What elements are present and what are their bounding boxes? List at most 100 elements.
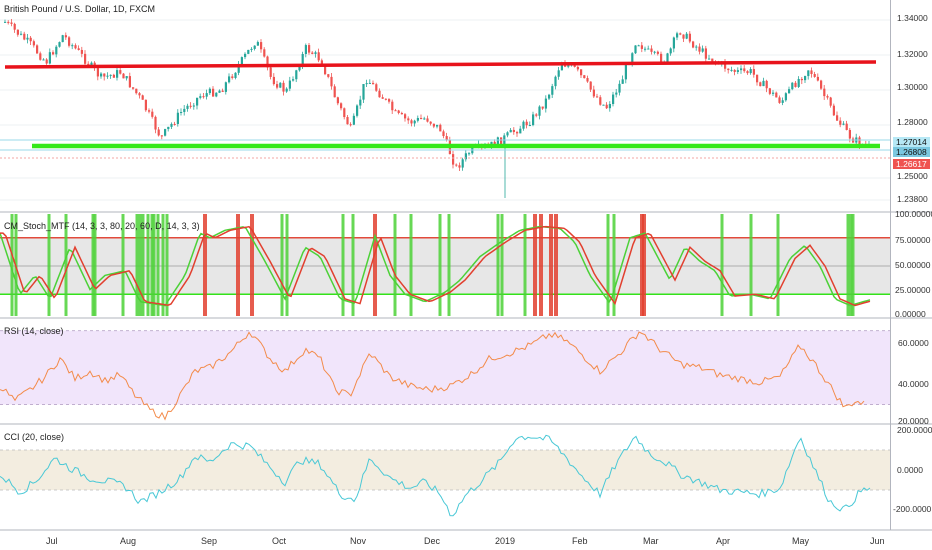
stoch-oversold-marker (152, 214, 156, 316)
time-axis-label: Aug (120, 536, 137, 546)
stoch-oversold-marker (606, 214, 610, 316)
candle-body (426, 118, 429, 122)
candle-body (432, 123, 435, 127)
candle-body (247, 49, 250, 54)
candle-body (103, 73, 106, 77)
candle-body (378, 90, 381, 98)
stoch-oversold-marker (135, 214, 139, 316)
candle-body (410, 120, 413, 124)
candle-body (660, 53, 663, 62)
candle-body (154, 116, 157, 130)
stoch-tick: 25.00000 (895, 285, 931, 295)
candle-body (679, 33, 682, 35)
stoch-oversold-marker (447, 214, 451, 316)
candle-body (269, 67, 272, 77)
candle-body (100, 73, 103, 77)
candle-body (26, 37, 29, 40)
candle-body (128, 76, 131, 88)
stoch-oversold-marker (438, 214, 442, 316)
stoch-oversold-marker (146, 214, 150, 316)
candle-body (244, 53, 247, 58)
stoch-overbought-marker (549, 214, 553, 316)
candle-body (631, 53, 634, 64)
stoch-oversold-marker (749, 214, 753, 316)
time-axis-label: Jul (46, 536, 58, 546)
stoch-oversold-marker (409, 214, 413, 316)
candle-body (320, 60, 323, 66)
candle-body (256, 42, 259, 46)
main-pane-title: British Pound / U.S. Dollar, 1D, FXCM (4, 4, 156, 14)
candle-body (10, 22, 13, 24)
candle-body (445, 136, 448, 140)
candle-body (368, 82, 371, 84)
stoch-overbought-marker (554, 214, 558, 316)
stoch-oversold-marker (612, 214, 616, 316)
time-axis-label: Nov (350, 536, 367, 546)
candle-body (263, 49, 266, 57)
candle-body (752, 69, 755, 75)
candle-body (538, 106, 541, 116)
candle-body (541, 106, 544, 109)
candle-body (551, 86, 554, 95)
candle-body (647, 48, 650, 50)
candle-body (576, 66, 579, 70)
candle-body (612, 94, 615, 105)
candle-body (496, 137, 499, 147)
candle-body (90, 62, 93, 66)
candle-body (314, 52, 317, 54)
candle-body (682, 34, 685, 39)
candle-body (746, 71, 749, 74)
candle-body (730, 69, 733, 71)
candle-body (599, 97, 602, 105)
candle-body (820, 80, 823, 89)
stoch-oversold-marker (720, 214, 724, 316)
candle-body (506, 132, 509, 136)
stoch-oversold-marker (141, 214, 145, 316)
candle-body (592, 89, 595, 97)
cci-tick: 200.0000 (897, 425, 932, 435)
candle-body (602, 104, 605, 106)
candle-body (468, 153, 471, 155)
candle-body (832, 105, 835, 116)
candle-body (221, 90, 224, 92)
candle-body (167, 126, 170, 130)
cci-tick: 0.0000 (897, 465, 923, 475)
candle-body (666, 53, 669, 62)
cci-tick: -200.0000 (893, 504, 932, 514)
candle-body (640, 45, 643, 49)
stoch-oversold-marker (161, 214, 165, 316)
stoch-oversold-marker (47, 214, 51, 316)
cci-line (0, 434, 871, 517)
candle-body (343, 108, 346, 118)
candle-body (42, 59, 45, 61)
stoch-oversold-marker (849, 214, 853, 316)
candle-body (39, 53, 42, 60)
stoch-pane-title: CM_Stoch_MTF (14, 3, 3, 80, 20, 60, D, 1… (4, 221, 200, 231)
stoch-oversold-marker (351, 214, 355, 316)
candle-body (724, 62, 727, 69)
candle-body (839, 120, 842, 125)
candle-body (711, 58, 714, 62)
candle-body (404, 114, 407, 119)
candle-body (759, 82, 762, 87)
candle-body (279, 82, 282, 88)
candle-body (644, 48, 647, 50)
candle-body (525, 121, 528, 126)
candle-body (362, 84, 365, 100)
candle-body (308, 45, 311, 53)
candle-body (762, 80, 765, 87)
candle-body (829, 97, 832, 106)
candle-body (807, 70, 810, 77)
candle-body (391, 101, 394, 111)
candle-body (183, 108, 186, 112)
cci-band (0, 450, 890, 490)
candle-body (87, 63, 90, 66)
candle-body (685, 33, 688, 39)
candle-body (157, 129, 160, 136)
candle-body (148, 110, 151, 112)
time-axis-label: May (792, 536, 810, 546)
candle-body (740, 68, 743, 71)
candle-body (650, 48, 653, 52)
candle-body (394, 110, 397, 112)
